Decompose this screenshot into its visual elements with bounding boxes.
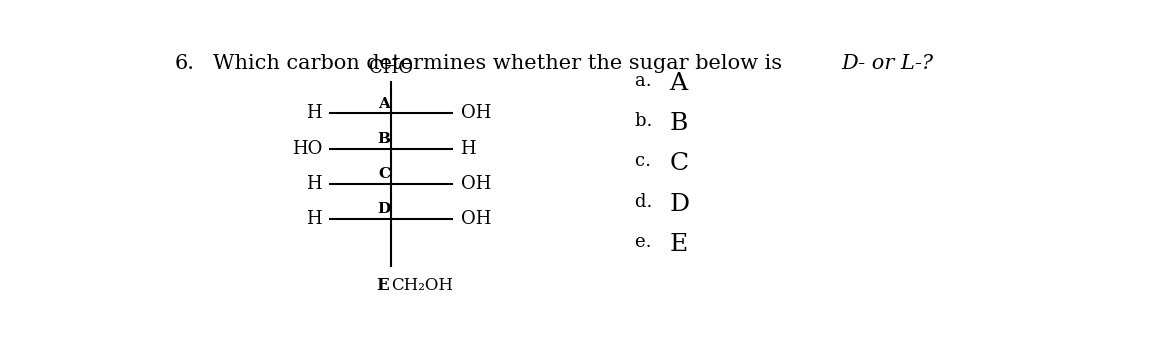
Text: B: B [377,132,390,146]
Text: 6.: 6. [174,54,194,73]
Text: D- or L-?: D- or L-? [842,54,934,73]
Text: H: H [307,175,322,193]
Text: E: E [669,233,688,256]
Text: d.: d. [635,193,657,211]
Text: e.: e. [635,233,657,251]
Text: B: B [669,112,688,135]
Text: A: A [669,72,687,95]
Text: H: H [307,104,322,122]
Text: HO: HO [292,140,322,158]
Text: C: C [669,152,688,175]
Text: Which carbon determines whether the sugar below is: Which carbon determines whether the suga… [213,54,788,73]
Text: CH₂OH: CH₂OH [392,277,453,294]
Text: D: D [377,202,390,216]
Text: OH: OH [461,210,490,228]
Text: E: E [376,277,388,294]
Text: C: C [377,167,390,181]
Text: a.: a. [635,72,657,90]
Text: H: H [461,140,476,158]
Text: OH: OH [461,175,490,193]
Text: c.: c. [635,152,656,170]
Text: OH: OH [461,104,490,122]
Text: D: D [669,193,689,216]
Text: b.: b. [635,112,657,130]
Text: A: A [377,97,390,111]
Text: H: H [307,210,322,228]
Text: CHO: CHO [369,59,413,77]
